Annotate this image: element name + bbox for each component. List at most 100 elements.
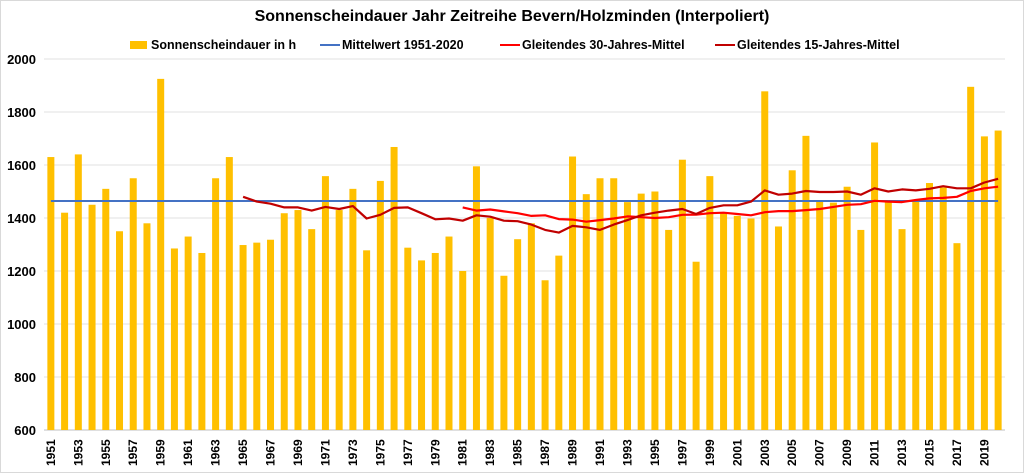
bar — [720, 213, 728, 430]
legend-label-sunshine: Sonnenscheindauer in h — [151, 38, 297, 52]
bar — [994, 130, 1002, 431]
bar — [541, 280, 549, 430]
bar — [884, 202, 892, 430]
bar — [871, 142, 879, 430]
bar — [582, 194, 590, 430]
x-tick-label: 1989 — [566, 439, 580, 466]
bar — [253, 242, 261, 430]
line-path — [242, 177, 999, 234]
bar — [61, 212, 69, 430]
bar — [459, 271, 467, 430]
bar — [967, 86, 975, 430]
line-path — [462, 185, 999, 223]
x-tick-label: 2017 — [950, 439, 964, 466]
bar — [418, 260, 426, 430]
bar — [925, 183, 933, 430]
bar — [761, 91, 769, 430]
x-tick-label: 1999 — [703, 439, 717, 466]
bar — [212, 178, 220, 430]
x-tick-label: 1953 — [71, 439, 85, 466]
x-tick-label: 1973 — [346, 439, 360, 466]
bar — [843, 186, 851, 430]
x-tick-label: 2003 — [758, 439, 772, 466]
legend-swatch-bar — [130, 41, 147, 49]
bar — [88, 204, 96, 430]
x-tick-label: 2011 — [868, 440, 882, 466]
series-line-3 — [242, 177, 999, 234]
bar — [404, 247, 412, 430]
bar — [733, 215, 741, 430]
bar — [788, 170, 796, 431]
bar — [376, 180, 384, 430]
bar — [280, 213, 288, 430]
bar — [184, 236, 192, 430]
bar — [678, 159, 686, 430]
legend-item-15y: Gleitendes 15-Jahres-Mittel — [715, 38, 900, 52]
x-tick-label: 1951 — [44, 439, 58, 466]
x-tick-label: 1969 — [291, 439, 305, 466]
bar — [637, 193, 645, 430]
bar — [129, 178, 137, 430]
bar — [390, 146, 398, 431]
x-tick-label: 1967 — [264, 439, 278, 466]
y-tick-label: 1400 — [7, 211, 36, 226]
legend-label-15y: Gleitendes 15-Jahres-Mittel — [737, 38, 900, 52]
x-tick-label: 1961 — [181, 439, 195, 466]
chart-title: Sonnenscheindauer Jahr Zeitreihe Bevern/… — [254, 8, 770, 25]
bar — [857, 229, 865, 430]
bar — [514, 239, 522, 430]
x-tick-label: 1987 — [538, 439, 552, 466]
bar — [102, 188, 110, 430]
x-tick-label: 2001 — [730, 439, 744, 466]
x-tick-label: 1981 — [456, 439, 470, 466]
x-tick-label: 2007 — [813, 439, 827, 466]
bar — [953, 243, 961, 430]
x-tick-label: 2009 — [840, 439, 854, 466]
bar — [692, 261, 700, 430]
bar — [472, 166, 480, 430]
x-tick-label: 2015 — [922, 439, 936, 466]
bar — [239, 245, 247, 430]
bar — [802, 135, 810, 430]
y-tick-label: 600 — [14, 423, 36, 438]
legend-label-mean: Mittelwert 1951-2020 — [342, 38, 464, 52]
y-tick-label: 1200 — [7, 264, 36, 279]
x-tick-label: 2019 — [977, 439, 991, 466]
bar — [500, 275, 508, 430]
bar — [445, 236, 453, 430]
y-tick-label: 1800 — [7, 105, 36, 120]
bar — [157, 78, 165, 430]
bar — [816, 200, 824, 430]
x-tick-label: 1959 — [154, 439, 168, 466]
bar — [912, 201, 920, 430]
series-line-2 — [462, 185, 999, 223]
x-tick-label: 1985 — [511, 439, 525, 466]
bar — [308, 229, 316, 430]
bar — [349, 188, 357, 430]
x-tick-label: 1977 — [401, 439, 415, 466]
bar — [431, 252, 439, 430]
lines — [50, 177, 999, 234]
x-tick-label: 1955 — [99, 439, 113, 466]
x-tick-label: 1971 — [318, 439, 332, 466]
legend-swatch-30y — [500, 44, 520, 46]
bar — [596, 178, 604, 430]
x-tick-label: 1965 — [236, 439, 250, 466]
x-tick-label: 1957 — [126, 439, 140, 466]
bar — [143, 223, 151, 430]
legend-item-mean: Mittelwert 1951-2020 — [320, 38, 464, 52]
x-tick-label: 1993 — [620, 439, 634, 466]
x-tick-label: 1995 — [648, 439, 662, 466]
y-tick-label: 1600 — [7, 158, 36, 173]
bar — [569, 156, 577, 430]
legend-swatch-15y — [715, 44, 735, 46]
bar — [335, 210, 343, 430]
bar — [980, 136, 988, 430]
y-tick-label: 800 — [14, 370, 36, 385]
bar — [170, 248, 178, 430]
x-axis-ticks: 1951 1953 1955 1957 1959 1961 1963 1965 1967 1969… — [44, 439, 992, 466]
bar — [363, 250, 371, 430]
bar — [829, 202, 837, 430]
bar — [774, 226, 782, 430]
